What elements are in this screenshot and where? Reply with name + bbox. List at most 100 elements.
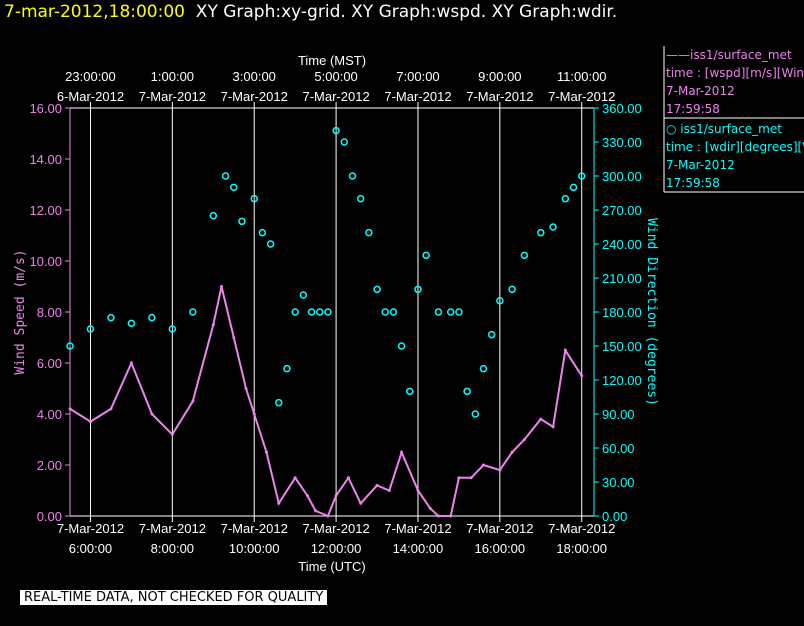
x-tick-label-bottom-date: 7-Mar-2012 xyxy=(548,521,615,536)
series-wspd-point xyxy=(88,420,92,424)
x-tick-label-bottom-date: 7-Mar-2012 xyxy=(221,521,288,536)
series-wdir-point xyxy=(340,138,349,146)
x-tick-label-bottom-date: 7-Mar-2012 xyxy=(466,521,533,536)
series-wdir-point xyxy=(209,211,218,220)
series-wdir-point xyxy=(414,285,422,294)
series-wspd-point xyxy=(551,425,555,429)
series-wdir-point xyxy=(508,285,516,294)
x-tick-label-top-date: 7-Mar-2012 xyxy=(302,89,369,104)
series-wdir-point xyxy=(373,285,381,294)
y-right-tick-label: 180.00 xyxy=(602,305,642,320)
y-left-tick-label: 6.00 xyxy=(37,356,62,371)
series-wdir-point xyxy=(561,194,570,203)
series-wspd-point xyxy=(457,476,461,480)
series-wspd-point xyxy=(481,463,485,467)
series-wspd-point xyxy=(129,361,133,365)
series-wspd-point xyxy=(436,514,440,518)
series-wspd-point xyxy=(498,468,502,472)
series-wdir-point xyxy=(479,364,488,373)
y-left-tick-label: 8.00 xyxy=(37,305,62,320)
series-wspd-point xyxy=(346,476,350,480)
y-right-tick-label: 330.00 xyxy=(602,135,642,150)
x-tick-label-bottom-date: 7-Mar-2012 xyxy=(139,521,206,536)
series-wdir-point xyxy=(389,308,398,316)
series-wdir-point xyxy=(315,308,324,316)
header-timestamp: 7-mar-2012,18:00:00 xyxy=(4,2,185,22)
y-right-tick-label: 150.00 xyxy=(602,339,642,354)
series-wdir-point xyxy=(537,228,545,237)
x-tick-label-top-date: 7-Mar-2012 xyxy=(384,89,451,104)
series-wdir-point xyxy=(86,325,95,333)
series-wspd-point xyxy=(252,412,256,416)
series-wdir-point xyxy=(406,387,414,396)
x-tick-label-top-time: 3:00:00 xyxy=(233,69,276,84)
y-right-tick-label: 270.00 xyxy=(602,203,642,218)
y-right-tick-label: 240.00 xyxy=(602,237,642,252)
series-wdir-point xyxy=(148,313,156,322)
legend-wdir-line4: 17:59:58 xyxy=(666,176,720,190)
series-wspd-point xyxy=(191,399,195,403)
series-wspd-point xyxy=(277,501,281,505)
series-wdir-point xyxy=(324,308,332,316)
y-right-tick-label: 90.00 xyxy=(602,407,635,422)
x-tick-label-top-time: 9:00:00 xyxy=(478,69,521,84)
x-tick-label-bottom-date: 7-Mar-2012 xyxy=(384,521,451,536)
y-left-tick-label: 12.00 xyxy=(29,203,62,218)
series-wspd-point xyxy=(387,489,391,492)
series-wspd-point xyxy=(68,407,72,411)
legend-wspd-line3: 7-Mar-2012 xyxy=(666,84,735,98)
series-wdir-point xyxy=(332,126,340,135)
series-wdir-point xyxy=(258,228,267,237)
y-left-tick-label: 14.00 xyxy=(29,152,62,167)
series-wdir-point xyxy=(283,364,291,373)
series-wspd-point xyxy=(326,514,330,518)
series-wdir-point xyxy=(266,240,275,248)
x-tick-label-top-time: 11:00:00 xyxy=(557,69,607,84)
series-wspd-point xyxy=(359,501,363,505)
series-wdir-point xyxy=(569,183,578,192)
series-wspd-point xyxy=(375,483,379,487)
series-wdir-point xyxy=(381,308,389,316)
series-wspd-point xyxy=(219,285,223,288)
series-wdir-point xyxy=(238,217,246,226)
y-left-tick-label: 10.00 xyxy=(29,254,62,269)
series-wdir-point xyxy=(348,172,357,180)
series-wdir-point xyxy=(299,291,308,299)
series-wdir-point xyxy=(307,308,316,316)
series-wdir-point xyxy=(365,228,373,237)
series-wdir-point xyxy=(168,325,177,333)
series-wspd-point xyxy=(314,509,318,513)
x-tick-label-bottom-time: 10:00:00 xyxy=(229,541,280,556)
disclaimer-banner: REAL-TIME DATA, NOT CHECKED FOR QUALITY xyxy=(20,590,328,605)
x-axis-top-title: Time (MST) xyxy=(298,53,366,68)
x-tick-label-top-time: 5:00:00 xyxy=(314,69,357,84)
series-wdir-point xyxy=(487,330,496,339)
y-right-tick-label: 300.00 xyxy=(602,169,642,184)
series-wdir-point xyxy=(397,342,406,350)
x-tick-label-bottom-time: 16:00:00 xyxy=(475,541,526,556)
series-wspd-point xyxy=(170,432,174,436)
x-tick-label-bottom-time: 18:00:00 xyxy=(556,541,607,556)
legend-wspd-line1: ——iss1/surface_met xyxy=(666,48,792,62)
series-wspd-point xyxy=(563,348,567,352)
series-wdir-point xyxy=(66,342,74,350)
series-wdir-point xyxy=(221,172,230,180)
series-wspd-point xyxy=(305,494,309,498)
series-wdir-point xyxy=(275,398,283,407)
header-graph-titles: XY Graph:xy-grid. XY Graph:wspd. XY Grap… xyxy=(195,2,618,22)
legend-wdir-line1: ○ iss1/surface_met xyxy=(666,122,782,136)
x-tick-label-top-date: 6-Mar-2012 xyxy=(57,89,124,104)
series-wdir-point xyxy=(230,183,238,192)
y-right-tick-label: 120.00 xyxy=(602,373,642,388)
series-wspd-point xyxy=(580,374,584,378)
series-wdir-point xyxy=(434,308,443,316)
y-left-tick-label: 16.00 xyxy=(29,101,62,116)
series-wdir-point xyxy=(520,251,529,260)
legend-wspd-line2: time : [wspd][m/s][Wind xyxy=(666,66,804,80)
series-wspd-point xyxy=(109,407,113,411)
header-title-bar: 7-mar-2012,18:00:00 XY Graph:xy-grid. XY… xyxy=(4,2,617,22)
y-right-tick-label: 30.00 xyxy=(602,475,635,490)
y-right-tick-label: 210.00 xyxy=(602,271,642,286)
y-axis-right-title: Wind Direction (degrees) xyxy=(644,218,659,406)
series-wspd-point xyxy=(334,494,338,498)
